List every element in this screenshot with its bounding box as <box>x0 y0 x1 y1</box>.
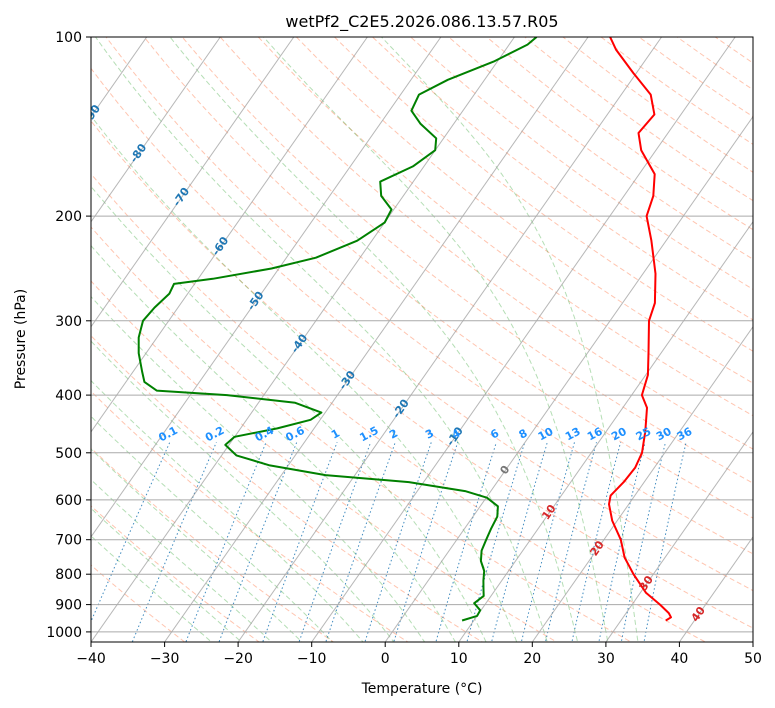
x-tick-label: 10 <box>450 651 468 667</box>
y-tick-label: 300 <box>55 314 82 330</box>
y-tick-label: 100 <box>55 30 82 46</box>
mixing-ratio-label: 30 <box>654 425 674 444</box>
mixing-ratio-line <box>466 442 526 642</box>
moist-adiabat <box>91 244 456 642</box>
y-tick-label: 600 <box>55 493 82 509</box>
background-lines <box>91 37 753 642</box>
dry-adiabat <box>295 37 753 384</box>
mixing-ratio-label: 25 <box>634 425 654 444</box>
isotherm-line <box>678 535 753 642</box>
plot-area <box>91 37 753 642</box>
plot-frame <box>90 36 754 643</box>
x-tick-label: −20 <box>223 651 253 667</box>
x-tick-label: 30 <box>597 651 615 667</box>
dry-adiabat <box>181 37 753 484</box>
y-tick-label: 200 <box>55 209 82 225</box>
x-axis: −40 −30 −20 −10 0 10 20 30 40 50 <box>76 642 762 667</box>
dry-adiabat <box>91 505 260 642</box>
dry-adiabat <box>105 37 753 555</box>
isotherm-line <box>531 325 753 642</box>
mixing-ratio-line <box>185 442 267 642</box>
isotherm-line <box>91 37 295 328</box>
moist-adiabat <box>262 37 609 642</box>
x-axis-label: Temperature (°C) <box>361 681 483 697</box>
isotherm-line <box>91 37 515 642</box>
mixing-ratio-line <box>571 442 622 642</box>
mixing-ratio-line <box>393 442 459 642</box>
mixing-ratio-label: 10 <box>536 425 556 444</box>
mixing-ratio-line <box>131 442 217 642</box>
x-tick-label: 40 <box>670 651 688 667</box>
dry-adiabat <box>91 447 335 642</box>
dry-adiabat <box>143 37 753 519</box>
isotherm-line <box>91 37 368 433</box>
dry-adiabat <box>409 37 753 290</box>
dry-adiabat <box>333 37 753 352</box>
mixing-ratio-label: 13 <box>563 425 583 444</box>
y-axis: 100 200 300 400 500 600 700 800 900 1000 <box>46 30 91 641</box>
moist-adiabat <box>91 115 518 642</box>
mixing-ratio-label: 36 <box>675 425 695 444</box>
moist-adiabat <box>169 37 579 642</box>
isotherm-line <box>458 220 753 642</box>
mixing-ratio-line <box>544 442 597 642</box>
dry-adiabat <box>91 280 558 642</box>
isotherm-line <box>91 37 221 223</box>
mixing-ratio-line <box>520 442 575 642</box>
y-tick-label: 800 <box>55 567 82 583</box>
mixing-ratio-line <box>91 441 171 623</box>
moist-adiabat <box>91 478 273 642</box>
y-tick-label: 700 <box>55 533 82 549</box>
x-tick-label: 20 <box>523 651 541 667</box>
dry-adiabat <box>371 37 753 321</box>
dry-adiabat <box>91 334 484 642</box>
chart-title: wetPf2_C2E5.2026.086.13.57.R05 <box>285 12 558 32</box>
isotherm-line <box>311 37 736 642</box>
x-tick-label: −10 <box>297 651 327 667</box>
dry-adiabat <box>91 390 409 642</box>
y-tick-label: 400 <box>55 388 82 404</box>
mixing-ratio-line <box>325 442 396 642</box>
y-tick-label: 900 <box>55 598 82 614</box>
moist-adiabat <box>91 415 334 642</box>
moist-adiabat <box>91 295 426 642</box>
mixing-ratio-line <box>491 442 548 642</box>
moist-adiabat <box>94 37 548 642</box>
isotherm-line <box>237 37 663 642</box>
x-tick-label: 0 <box>381 651 390 667</box>
x-tick-label: 50 <box>744 651 762 667</box>
moist-adiabat <box>91 507 243 642</box>
y-tick-label: 1000 <box>46 625 82 641</box>
isotherm-line <box>91 37 442 538</box>
dry-adiabat <box>91 120 753 629</box>
moist-adiabat <box>91 448 303 642</box>
moist-adiabat <box>91 185 487 642</box>
isotherm-line <box>605 430 753 642</box>
mixing-ratio-label: 16 <box>585 425 605 444</box>
profile-lines <box>137 37 672 622</box>
dewpoint-line <box>137 37 538 622</box>
y-tick-label: 500 <box>55 446 82 462</box>
x-tick-label: −40 <box>76 651 106 667</box>
y-axis-label: Pressure (hPa) <box>13 289 29 389</box>
mixing-ratio-label: 20 <box>609 425 629 444</box>
isotherm-line <box>164 37 589 642</box>
mixing-ratio-line <box>364 442 432 642</box>
mixing-ratio-line <box>435 442 497 642</box>
isotherm-line <box>384 115 753 642</box>
moist-adiabat <box>91 379 364 642</box>
x-tick-label: −30 <box>150 651 180 667</box>
temperature-line <box>608 37 672 622</box>
moist-adiabat <box>91 340 395 642</box>
moist-adiabat <box>380 37 639 642</box>
